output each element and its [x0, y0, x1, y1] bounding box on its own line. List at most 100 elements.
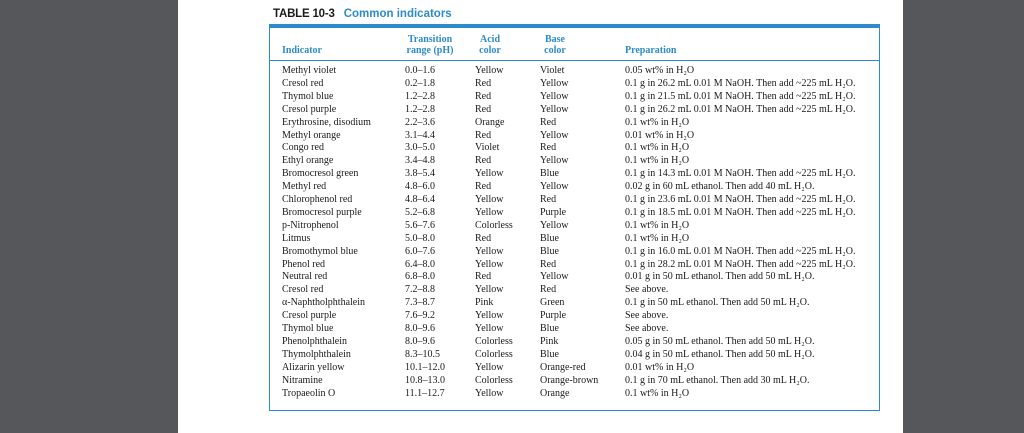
- cell-acid-color: Red: [475, 232, 492, 244]
- table-row: Cresol purple 7.6–9.2 Yellow Purple See abov…: [270, 310, 879, 322]
- cell-acid-color: Red: [475, 129, 492, 141]
- table-row: Cresol purple 1.2–2.8 Red Yellow 0.1 g in 26…: [270, 104, 879, 116]
- table-row: α-Naphtholphthalein 7.3–8.7 Pink Green 0.1 g…: [270, 297, 879, 309]
- table-row: Bromocresol green 3.8–5.4 Yellow Blue 0.1 g …: [270, 168, 879, 180]
- table-row: Litmus 5.0–8.0 Red Blue 0.1 wt% in H₂O: [270, 233, 879, 245]
- cell-indicator: Tropaeolin O: [282, 387, 336, 399]
- cell-indicator: Bromothymol blue: [282, 245, 358, 257]
- table-row: Tropaeolin O 11.1–12.7 Yellow Orange 0.1 wt%…: [270, 388, 879, 400]
- cell-base-color: Yellow: [540, 129, 569, 141]
- cell-base-color: Yellow: [540, 103, 569, 115]
- cell-preparation: 0.1 wt% in H₂O: [625, 387, 690, 399]
- cell-indicator: Bromocresol green: [282, 168, 359, 180]
- cell-preparation: 0.01 wt% in H₂O: [625, 129, 695, 141]
- cell-base-color: Yellow: [540, 271, 569, 283]
- cell-indicator: Nitramine: [282, 374, 323, 386]
- cell-transition-range: 10.8–13.0: [405, 374, 445, 386]
- cell-base-color: Orange-red: [540, 361, 586, 373]
- cell-preparation: 0.02 g in 60 mL ethanol. Then add 40 mL …: [625, 181, 815, 193]
- cell-preparation: 0.1 wt% in H₂O: [625, 232, 690, 244]
- cell-preparation: 0.05 wt% in H₂O: [625, 65, 695, 76]
- cell-indicator: Thymol blue: [282, 323, 334, 334]
- cell-transition-range: 5.2–6.8: [405, 206, 435, 218]
- header-base-color: Base color: [530, 34, 580, 56]
- cell-preparation: 0.1 g in 18.5 mL 0.01 M NaOH. Then add ~…: [625, 206, 856, 218]
- cell-transition-range: 3.1–4.4: [405, 129, 435, 141]
- table-row: Thymol blue 8.0–9.6 Yellow Blue See above.: [270, 323, 879, 335]
- cell-acid-color: Yellow: [475, 206, 504, 218]
- cell-preparation: See above.: [625, 284, 669, 296]
- cell-transition-range: 8.0–9.6: [405, 323, 435, 334]
- cell-indicator: Cresol red: [282, 284, 324, 296]
- cell-indicator: Thymolphthalein: [282, 348, 351, 360]
- table-row: Congo red 3.0–5.0 Violet Red 0.1 wt% in H₂O: [270, 142, 879, 154]
- cell-base-color: Purple: [540, 206, 567, 218]
- cell-indicator: Cresol red: [282, 77, 324, 89]
- cell-preparation: 0.01 g in 50 mL ethanol. Then add 50 mL …: [625, 271, 815, 283]
- cell-acid-color: Colorless: [475, 374, 513, 386]
- cell-transition-range: 2.2–3.6: [405, 116, 435, 128]
- header-acid-color-line2: color: [479, 45, 501, 56]
- cell-preparation: 0.1 wt% in H₂O: [625, 155, 690, 167]
- cell-acid-color: Colorless: [475, 348, 513, 360]
- cell-base-color: Violet: [540, 65, 565, 76]
- cell-base-color: Yellow: [540, 155, 569, 167]
- cell-transition-range: 8.3–10.5: [405, 348, 440, 360]
- cell-transition-range: 6.4–8.0: [405, 258, 435, 270]
- cell-transition-range: 5.6–7.6: [405, 219, 435, 231]
- cell-transition-range: 0.2–1.8: [405, 77, 435, 89]
- cell-indicator: Phenolphthalein: [282, 335, 347, 347]
- header-preparation: Preparation: [625, 45, 677, 56]
- table-row: Thymolphthalein 8.3–10.5 Colorless Blue 0.04…: [270, 349, 879, 361]
- cell-transition-range: 1.2–2.8: [405, 103, 435, 115]
- cell-indicator: α-Naphtholphthalein: [282, 297, 365, 309]
- cell-preparation: 0.1 g in 26.2 mL 0.01 M NaOH. Then add ~…: [625, 103, 856, 115]
- cell-acid-color: Red: [475, 77, 492, 89]
- table-row: Erythrosine, disodium 2.2–3.6 Orange Red 0.1…: [270, 117, 879, 129]
- cell-base-color: Red: [540, 116, 557, 128]
- cell-base-color: Yellow: [540, 219, 569, 231]
- cell-acid-color: Yellow: [475, 65, 504, 76]
- cell-acid-color: Yellow: [475, 361, 504, 373]
- header-base-color-line2: color: [544, 45, 566, 56]
- cell-preparation: See above.: [625, 323, 669, 334]
- table-row: Alizarin yellow 10.1–12.0 Yellow Orange-red…: [270, 362, 879, 374]
- cell-base-color: Red: [540, 258, 557, 270]
- cell-preparation: 0.1 g in 23.6 mL 0.01 M NaOH. Then add ~…: [625, 194, 856, 205]
- header-transition-range-line1: Transition: [407, 34, 453, 45]
- cell-acid-color: Yellow: [475, 245, 504, 257]
- cell-base-color: Orange-brown: [540, 374, 599, 386]
- indicator-table: Indicator Transition range (pH) Acid col…: [269, 28, 880, 411]
- cell-base-color: Blue: [540, 232, 559, 244]
- table-row: Thymol blue 1.2–2.8 Red Yellow 0.1 g in 21.5…: [270, 91, 879, 103]
- cell-indicator: Cresol purple: [282, 103, 337, 115]
- cell-transition-range: 3.4–4.8: [405, 155, 435, 167]
- cell-transition-range: 6.0–7.6: [405, 245, 435, 257]
- cell-base-color: Blue: [540, 323, 559, 334]
- header-acid-color-line1: Acid: [480, 34, 500, 45]
- cell-preparation: 0.1 g in 70 mL ethanol. Then add 30 mL H…: [625, 374, 810, 386]
- cell-base-color: Yellow: [540, 77, 569, 89]
- cell-indicator: Erythrosine, disodium: [282, 116, 371, 128]
- table-row: Bromothymol blue 6.0–7.6 Yellow Blue 0.1 g i…: [270, 246, 879, 258]
- table-row: p-Nitrophenol 5.6–7.6 Colorless Yellow 0.1 w…: [270, 220, 879, 232]
- cell-indicator: Ethyl orange: [282, 155, 334, 167]
- cell-preparation: 0.1 g in 16.0 mL 0.01 M NaOH. Then add ~…: [625, 245, 856, 257]
- cell-base-color: Blue: [540, 168, 559, 180]
- header-divider: [270, 60, 879, 61]
- cell-preparation: 0.1 g in 26.2 mL 0.01 M NaOH. Then add ~…: [625, 77, 856, 89]
- cell-preparation: 0.1 g in 28.2 mL 0.01 M NaOH. Then add ~…: [625, 258, 856, 270]
- cell-acid-color: Yellow: [475, 194, 504, 205]
- table-row: Bromocresol purple 5.2–6.8 Yellow Purple 0.1…: [270, 207, 879, 219]
- cell-indicator: Litmus: [282, 232, 311, 244]
- cell-acid-color: Yellow: [475, 323, 504, 334]
- cell-preparation: 0.1 g in 50 mL ethanol. Then add 50 mL H…: [625, 297, 810, 309]
- cell-acid-color: Red: [475, 181, 492, 193]
- header-transition-range: Transition range (pH): [390, 34, 470, 56]
- cell-transition-range: 1.2–2.8: [405, 90, 435, 102]
- cell-preparation: 0.1 wt% in H₂O: [625, 219, 690, 231]
- table-row: Ethyl orange 3.4–4.8 Red Yellow 0.1 wt% in H…: [270, 155, 879, 167]
- cell-base-color: Blue: [540, 245, 559, 257]
- cell-transition-range: 7.6–9.2: [405, 310, 435, 322]
- cell-base-color: Orange: [540, 387, 570, 399]
